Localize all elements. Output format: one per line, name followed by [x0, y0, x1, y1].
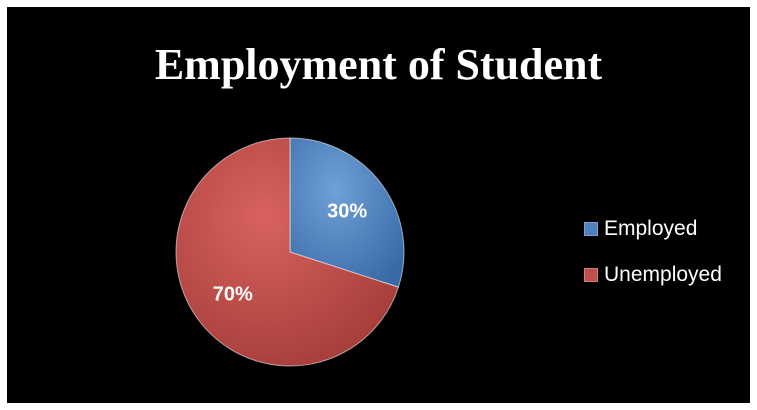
legend: Employed Unemployed [584, 217, 722, 309]
pie-chart: 30% 70% [175, 137, 405, 367]
slice-label-unemployed: 70% [213, 284, 253, 306]
chart-title: Employment of Student [154, 40, 603, 89]
slice-label-employed: 30% [327, 201, 367, 223]
pie-slice-employed [289, 137, 405, 288]
legend-label-employed: Employed [604, 217, 698, 240]
chart-frame: Employment of Student 30% 70% Employed Un… [7, 7, 750, 403]
legend-swatch-unemployed [584, 268, 598, 282]
legend-item-unemployed: Unemployed [584, 263, 722, 287]
legend-swatch-employed [584, 222, 598, 236]
pie-slice-unemployed [175, 137, 400, 367]
legend-item-employed: Employed [584, 217, 722, 241]
legend-label-unemployed: Unemployed [604, 263, 722, 286]
